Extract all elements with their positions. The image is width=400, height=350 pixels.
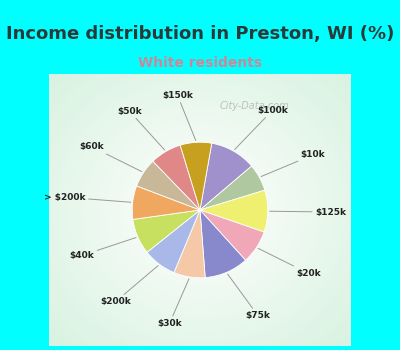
- Text: $10k: $10k: [261, 150, 325, 176]
- Text: > $200k: > $200k: [44, 193, 131, 202]
- Text: $150k: $150k: [162, 91, 196, 140]
- Wedge shape: [132, 186, 200, 219]
- Wedge shape: [153, 145, 200, 210]
- Wedge shape: [174, 210, 205, 278]
- Wedge shape: [200, 143, 252, 210]
- Text: $20k: $20k: [258, 248, 320, 278]
- Text: $30k: $30k: [157, 279, 189, 328]
- Text: $200k: $200k: [100, 266, 158, 306]
- Wedge shape: [133, 210, 200, 252]
- Wedge shape: [137, 161, 200, 210]
- Text: $75k: $75k: [228, 274, 270, 320]
- Wedge shape: [200, 210, 246, 278]
- Text: White residents: White residents: [138, 56, 262, 70]
- Text: $60k: $60k: [80, 142, 142, 172]
- Wedge shape: [200, 166, 265, 210]
- Text: Income distribution in Preston, WI (%): Income distribution in Preston, WI (%): [6, 25, 394, 42]
- Wedge shape: [200, 210, 264, 260]
- Text: City-Data.com: City-Data.com: [220, 101, 289, 111]
- Text: $100k: $100k: [235, 106, 288, 149]
- Wedge shape: [180, 142, 212, 210]
- Text: $50k: $50k: [117, 106, 165, 150]
- Text: $125k: $125k: [270, 208, 346, 217]
- Text: $40k: $40k: [70, 238, 136, 260]
- Wedge shape: [200, 190, 268, 232]
- Wedge shape: [147, 210, 200, 273]
